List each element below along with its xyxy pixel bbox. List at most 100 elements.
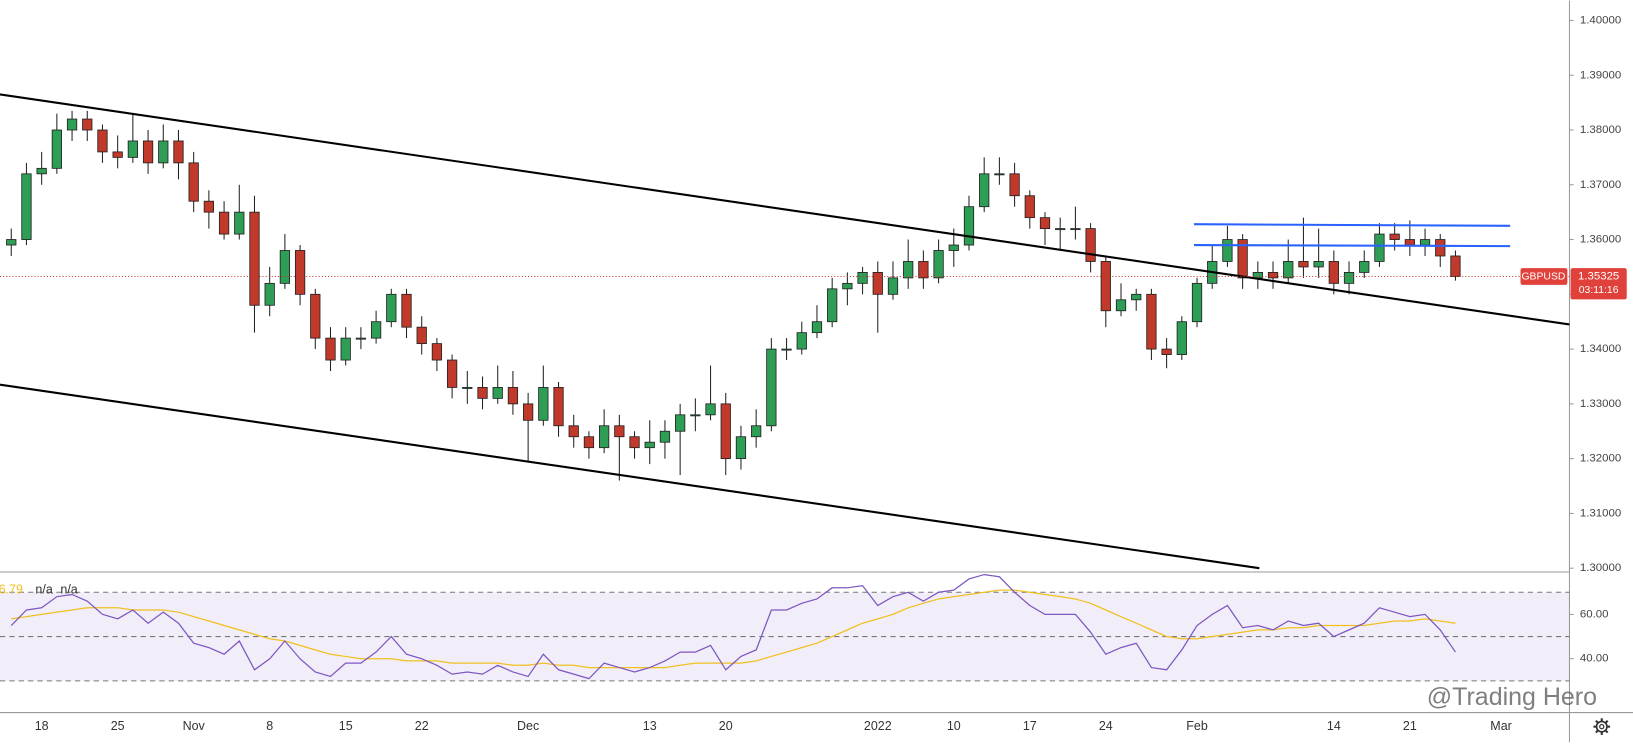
candle-body [1313, 261, 1324, 268]
y-tick-label: 1.30000 [1580, 562, 1621, 574]
watermark: @Trading Hero [1427, 683, 1597, 711]
y-tick-label: 1.36000 [1580, 234, 1621, 246]
settings-icon[interactable] [1593, 718, 1611, 735]
candle-body [1374, 233, 1385, 262]
candle-body [507, 387, 519, 405]
candle-body [1419, 239, 1431, 246]
candle-body [112, 151, 123, 158]
candle-body [6, 239, 17, 246]
candle-body [370, 321, 382, 339]
candle-body [492, 387, 503, 399]
candle-body [234, 211, 245, 235]
candle-body [1252, 271, 1263, 279]
x-tick-label: Dec [517, 719, 539, 733]
x-tick-label: 2022 [864, 719, 892, 733]
candle-body [735, 436, 747, 460]
candle-body [188, 162, 199, 202]
candle-body [21, 173, 32, 240]
price-box [1570, 268, 1627, 300]
x-tick-label: 25 [111, 719, 125, 733]
indicator-header: n/a [60, 583, 77, 597]
candle-body [796, 332, 807, 350]
candle-body [887, 277, 899, 295]
candle-body [583, 436, 595, 449]
candle-body [675, 414, 686, 432]
candle-body [158, 140, 169, 164]
y-tick-label: 1.37000 [1580, 179, 1621, 191]
x-tick-label: 24 [1099, 719, 1113, 733]
trendline [0, 93, 1570, 326]
x-tick-label: 20 [719, 719, 733, 733]
trendline [0, 383, 1260, 570]
candle-body [1131, 293, 1142, 301]
candle-body [1267, 271, 1279, 279]
x-tick-label: Nov [183, 719, 206, 733]
candle-body [720, 403, 731, 460]
candle-body [1283, 261, 1294, 279]
trendline [1193, 223, 1511, 227]
candle-body [325, 337, 336, 361]
x-tick-label: 17 [1023, 719, 1037, 733]
symbol-label: GBPUSD [1521, 271, 1565, 282]
candle-body [659, 430, 671, 443]
rsi-pane [0, 573, 1570, 682]
candle-body [948, 244, 959, 251]
y-tick-label: 60.00 [1580, 608, 1609, 620]
candle-body [781, 348, 792, 351]
y-tick-label: 1.34000 [1580, 343, 1621, 355]
candle-body [872, 271, 883, 295]
candle-body [249, 211, 260, 306]
x-tick-label: 18 [35, 719, 49, 733]
candle-body [751, 425, 762, 438]
candle-body [1024, 195, 1035, 219]
candle-body [1359, 261, 1370, 273]
candle-body [416, 326, 427, 345]
candle-body [203, 200, 215, 213]
candle-body [1343, 271, 1355, 284]
x-tick-label: 14 [1327, 719, 1341, 733]
candle-body [36, 167, 47, 175]
candle-body [1237, 239, 1248, 279]
candle-body [66, 118, 78, 131]
candle-body [568, 425, 579, 438]
x-tick-label: 13 [643, 719, 657, 733]
x-tick-label: 8 [266, 719, 273, 733]
candle-body [51, 129, 62, 169]
candle-body [1389, 233, 1400, 240]
candle-body [294, 250, 306, 295]
candle-body [553, 387, 564, 427]
candle-body [1085, 228, 1096, 262]
candle-body [629, 436, 640, 449]
x-tick-label: 21 [1403, 719, 1417, 733]
candle-body [1176, 321, 1187, 355]
candle-body [690, 414, 701, 417]
candle-body [538, 387, 549, 421]
y-tick-label: 1.38000 [1580, 124, 1621, 136]
candle-body [462, 387, 473, 389]
y-tick-label: 1.31000 [1580, 507, 1621, 519]
candle-body [811, 321, 823, 334]
candle-body [766, 348, 777, 427]
y-tick-label: 1.33000 [1580, 398, 1621, 410]
candle-body [522, 403, 534, 421]
y-tick-label: 1.40000 [1580, 14, 1621, 26]
candle-body [933, 250, 944, 279]
candle-body [994, 173, 1005, 176]
candle-body [1328, 261, 1339, 284]
countdown-label: 03:11:16 [1579, 285, 1619, 296]
candle-body [97, 129, 108, 153]
y-tick-label: 1.32000 [1580, 453, 1621, 465]
candle-body [1191, 282, 1203, 323]
candle-body [918, 261, 929, 279]
candle-body [1039, 217, 1051, 230]
candle-body [82, 118, 93, 131]
candle-body [142, 140, 154, 164]
candle-body [644, 441, 655, 449]
y-tick-label: 1.39000 [1580, 69, 1621, 81]
candle-body [1435, 239, 1446, 257]
candle-body [1009, 173, 1020, 197]
candle-body [477, 387, 488, 399]
